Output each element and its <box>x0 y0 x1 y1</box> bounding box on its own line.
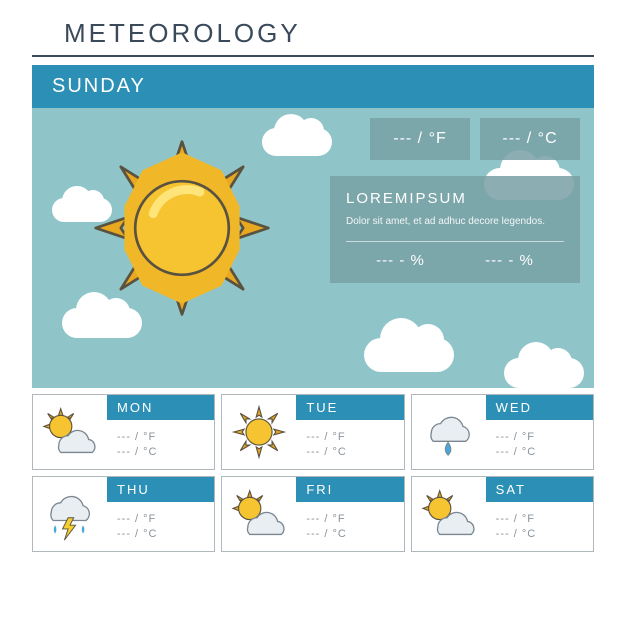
forecast-temp-c: --- / °C <box>306 528 393 540</box>
forecast-day-label: THU <box>107 477 214 502</box>
forecast-temp-f: --- / °F <box>306 513 393 525</box>
forecast-temp-f: --- / °F <box>117 513 204 525</box>
sun-cloud-icon <box>222 477 296 551</box>
forecast-temp-f: --- / °F <box>496 431 583 443</box>
forecast-day-label: WED <box>486 395 593 420</box>
forecast-card: FRI --- / °F --- / °C <box>221 476 404 552</box>
temp-celsius: --- / °C <box>480 118 580 160</box>
storm-icon <box>33 477 107 551</box>
sun-icon <box>222 395 296 469</box>
forecast-temp-c: --- / °C <box>306 446 393 458</box>
forecast-card: THU --- / °F --- / °C <box>32 476 215 552</box>
hero-panel: --- / °F --- / °C LOREMIPSUM Dolor sit a… <box>32 108 594 388</box>
temp-boxes: --- / °F --- / °C <box>370 118 580 160</box>
forecast-temp-c: --- / °C <box>496 528 583 540</box>
cloud-icon <box>364 338 454 372</box>
page-title: METEOROLOGY <box>32 0 594 57</box>
cloud-icon <box>262 128 332 156</box>
info-box: LOREMIPSUM Dolor sit amet, et ad adhuc d… <box>330 176 580 283</box>
forecast-temp-c: --- / °C <box>117 446 204 458</box>
current-day-banner: SUNDAY <box>32 65 594 108</box>
forecast-temp-c: --- / °C <box>496 446 583 458</box>
sun-icon <box>92 138 272 318</box>
info-percent-1: --- - % <box>376 252 425 269</box>
forecast-day-label: MON <box>107 395 214 420</box>
forecast-day-label: FRI <box>296 477 403 502</box>
rain-icon <box>412 395 486 469</box>
forecast-temp-f: --- / °F <box>306 431 393 443</box>
divider <box>346 241 564 242</box>
sun-cloud-icon <box>412 477 486 551</box>
info-percent-2: --- - % <box>485 252 534 269</box>
forecast-card: MON --- / °F --- / °C <box>32 394 215 470</box>
forecast-temp-f: --- / °F <box>496 513 583 525</box>
forecast-temp-c: --- / °C <box>117 528 204 540</box>
forecast-day-label: TUE <box>296 395 403 420</box>
forecast-card: WED --- / °F --- / °C <box>411 394 594 470</box>
info-title: LOREMIPSUM <box>346 190 564 207</box>
forecast-grid: MON --- / °F --- / °C TUE --- / °F --- /… <box>32 394 594 552</box>
forecast-temp-f: --- / °F <box>117 431 204 443</box>
forecast-card: TUE --- / °F --- / °C <box>221 394 404 470</box>
cloud-icon <box>504 358 584 388</box>
temp-fahrenheit: --- / °F <box>370 118 470 160</box>
forecast-card: SAT --- / °F --- / °C <box>411 476 594 552</box>
sun-cloud-icon <box>33 395 107 469</box>
forecast-day-label: SAT <box>486 477 593 502</box>
info-text: Dolor sit amet, et ad adhuc decore legen… <box>346 215 564 229</box>
